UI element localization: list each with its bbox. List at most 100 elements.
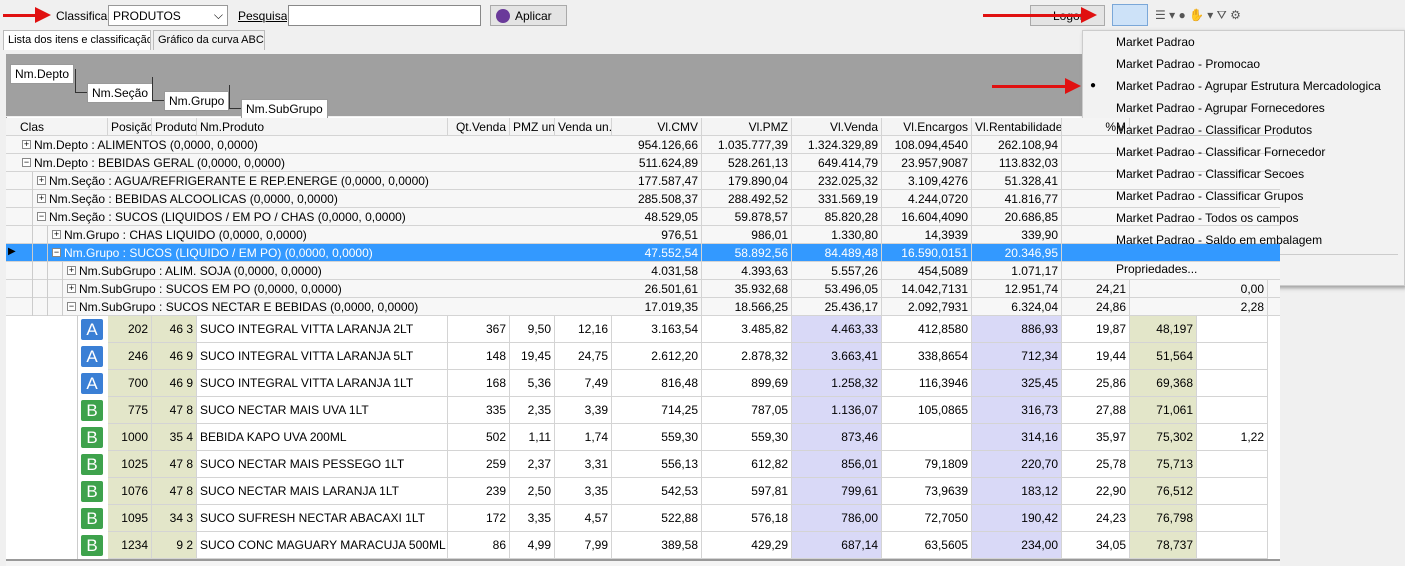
abc-badge: B <box>81 508 103 529</box>
tree-guide <box>6 343 78 370</box>
item-value: 3.485,82 <box>702 316 792 343</box>
group-value: 454,5089 <box>882 262 972 280</box>
group-value: 12.951,74 <box>972 280 1062 298</box>
red-arrow <box>992 78 1081 94</box>
tab[interactable]: Gráfico da curva ABC <box>153 30 265 50</box>
toolbar-icons[interactable]: ☰ ▾ ● ✋ ▾ ⛛ ⚙ <box>1155 8 1241 22</box>
group-value: 0,00 <box>1197 280 1268 298</box>
item-prod: 34 3 <box>152 505 197 532</box>
column-header: Produto <box>152 118 197 136</box>
menu-item[interactable]: Market Padrao - Classificar Secoes <box>1116 167 1305 181</box>
column-header <box>1130 118 1268 136</box>
expand-toggle[interactable]: + <box>52 230 61 239</box>
item-value: 542,53 <box>612 478 702 505</box>
item-value: 367 <box>448 316 510 343</box>
item-value: 2.878,32 <box>702 343 792 370</box>
tree-guide <box>48 298 63 316</box>
group-value: 285.508,37 <box>612 190 702 208</box>
group-label: Nm.Seção : SUCOS (LIQUIDOS / EM PO / CHA… <box>49 210 406 224</box>
group-field[interactable]: Nm.SubGrupo <box>241 99 328 119</box>
apply-button[interactable]: Aplicar <box>490 5 567 26</box>
item-value: 316,73 <box>972 397 1062 424</box>
expand-toggle[interactable]: + <box>22 140 31 149</box>
expand-toggle[interactable]: − <box>52 248 61 257</box>
group-value: 53.496,05 <box>792 280 882 298</box>
group-connector <box>152 77 164 101</box>
group-value: 24,86 <box>1062 298 1130 316</box>
menu-item[interactable]: Market Padrao - Classificar Fornecedor <box>1116 145 1326 159</box>
item-value <box>1197 451 1268 478</box>
menu-item[interactable]: Market Padrao - Promocao <box>1116 57 1261 71</box>
expand-toggle[interactable]: + <box>37 194 46 203</box>
menu-item[interactable]: Market Padrao - Saldo em embalagem <box>1116 233 1323 247</box>
tree-guide <box>33 262 48 280</box>
tree-guide <box>18 244 33 262</box>
tree-guide <box>6 316 78 343</box>
item-value: 1.258,32 <box>792 370 882 397</box>
item-prod: 47 8 <box>152 478 197 505</box>
item-value: 25,86 <box>1062 370 1130 397</box>
item-value: 24,23 <box>1062 505 1130 532</box>
group-field[interactable]: Nm.Depto <box>10 64 75 84</box>
item-prod: 47 8 <box>152 397 197 424</box>
column-header: Qt.Venda <box>448 118 510 136</box>
menu-item[interactable]: Market Padrao - Todos os campos <box>1116 211 1299 225</box>
group-field[interactable]: Nm.Grupo <box>164 91 230 111</box>
layout-button[interactable] <box>1112 4 1148 26</box>
expand-toggle[interactable]: + <box>67 284 76 293</box>
column-header: Vl.PMZ <box>702 118 792 136</box>
menu-item[interactable]: Market Padrao <box>1116 35 1195 49</box>
item-value: 51,564 <box>1130 343 1197 370</box>
group-field[interactable]: Nm.Seção <box>87 83 154 103</box>
group-value: 232.025,32 <box>792 172 882 190</box>
item-value <box>1197 343 1268 370</box>
sort-select[interactable]: PRODUTOS ⌵ <box>108 5 228 26</box>
search-input[interactable] <box>288 5 481 26</box>
group-value: 339,90 <box>972 226 1062 244</box>
group-label: Nm.SubGrupo : ALIM. SOJA (0,0000, 0,0000… <box>79 264 322 278</box>
group-value: 288.492,52 <box>702 190 792 208</box>
item-value: 234,00 <box>972 532 1062 559</box>
expand-toggle[interactable]: + <box>37 176 46 185</box>
item-value: 35,97 <box>1062 424 1130 451</box>
item-value <box>1197 505 1268 532</box>
red-arrow <box>3 7 51 23</box>
item-value: 116,3946 <box>882 370 972 397</box>
expand-toggle[interactable]: − <box>67 302 76 311</box>
item-value: 335 <box>448 397 510 424</box>
abc-badge: B <box>81 535 103 556</box>
item-name: SUCO SUFRESH NECTAR ABACAXI 1LT <box>197 505 448 532</box>
group-value: 18.566,25 <box>702 298 792 316</box>
tree-guide <box>6 451 78 478</box>
group-label: Nm.Depto : ALIMENTOS (0,0000, 0,0000) <box>34 138 258 152</box>
item-value: 556,13 <box>612 451 702 478</box>
tab[interactable]: Lista dos itens e classificação <box>3 30 151 50</box>
expand-toggle[interactable]: − <box>37 212 46 221</box>
group-value: 20.346,95 <box>972 244 1062 262</box>
group-value: 108.094,4540 <box>882 136 972 154</box>
menu-item[interactable]: Market Padrao - Agrupar Fornecedores <box>1116 101 1325 115</box>
column-header: PMZ un. <box>510 118 555 136</box>
expand-toggle[interactable]: + <box>67 266 76 275</box>
item-value: 899,69 <box>702 370 792 397</box>
expand-toggle[interactable]: − <box>22 158 31 167</box>
menu-item[interactable]: Market Padrao - Classificar Grupos <box>1116 189 1304 203</box>
menu-item[interactable]: Market Padrao - Agrupar Estrutura Mercad… <box>1116 79 1381 93</box>
item-pos: 1025 <box>108 451 152 478</box>
item-value: 9,50 <box>510 316 555 343</box>
item-value: 220,70 <box>972 451 1062 478</box>
abc-badge: A <box>81 373 103 394</box>
group-value: 35.932,68 <box>702 280 792 298</box>
item-value: 2,50 <box>510 478 555 505</box>
tree-guide <box>18 262 33 280</box>
menu-item[interactable]: Market Padrao - Classificar Produtos <box>1116 123 1313 137</box>
item-value: 856,01 <box>792 451 882 478</box>
group-value: 4.244,0720 <box>882 190 972 208</box>
group-value: 5.557,26 <box>792 262 882 280</box>
menu-item[interactable]: Propriedades... <box>1116 262 1198 276</box>
group-value: 649.414,79 <box>792 154 882 172</box>
item-value: 78,737 <box>1130 532 1197 559</box>
red-arrow <box>983 7 1097 23</box>
column-header: Vl.Rentabilidade <box>972 118 1062 136</box>
